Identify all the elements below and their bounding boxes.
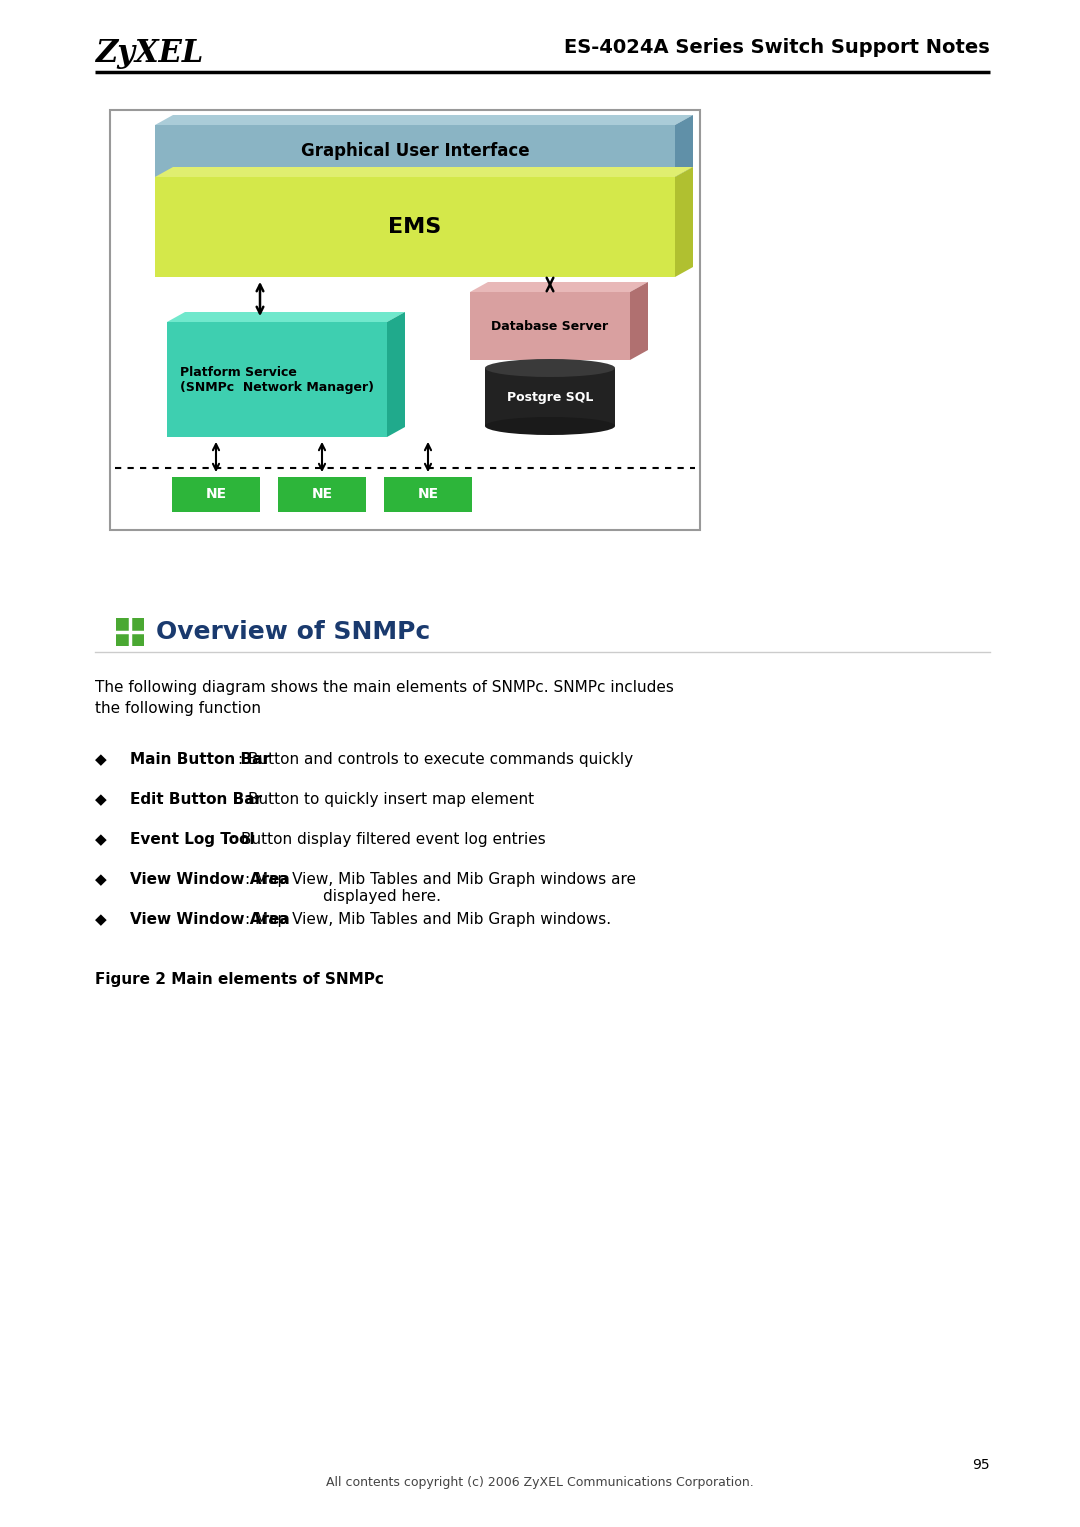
Text: View Window Area: View Window Area (130, 912, 289, 927)
Polygon shape (156, 115, 693, 125)
Text: Platform Service
(SNMPc  Network Manager): Platform Service (SNMPc Network Manager) (180, 365, 374, 394)
Polygon shape (470, 282, 648, 292)
Text: ◆: ◆ (95, 912, 107, 927)
Text: ◆: ◆ (95, 872, 107, 887)
Text: Figure 2 Main elements of SNMPc: Figure 2 Main elements of SNMPc (95, 973, 383, 986)
Text: NE: NE (311, 487, 333, 501)
Text: NE: NE (205, 487, 227, 501)
Text: : Map View, Mib Tables and Mib Graph windows.: : Map View, Mib Tables and Mib Graph win… (245, 912, 611, 927)
Bar (156, 125, 675, 177)
Text: ◆: ◆ (95, 793, 107, 806)
Polygon shape (156, 166, 693, 177)
Bar (167, 322, 387, 437)
Polygon shape (167, 312, 405, 322)
Bar (110, 110, 700, 530)
Text: View Window Area: View Window Area (130, 872, 289, 887)
Polygon shape (675, 166, 693, 276)
Bar (156, 177, 675, 276)
Text: 95: 95 (972, 1458, 990, 1472)
Polygon shape (630, 282, 648, 360)
Text: The following diagram shows the main elements of SNMPc. SNMPc includes
the follo: The following diagram shows the main ele… (95, 680, 674, 716)
Text: : Map View, Mib Tables and Mib Graph windows are
                displayed here.: : Map View, Mib Tables and Mib Graph win… (245, 872, 636, 904)
Text: : Button and controls to execute commands quickly: : Button and controls to execute command… (238, 751, 633, 767)
Text: EMS: EMS (389, 217, 442, 237)
Bar (116, 618, 144, 646)
Text: : Button display filtered event log entries: : Button display filtered event log entr… (231, 832, 545, 847)
Ellipse shape (485, 359, 615, 377)
Text: Postgre SQL: Postgre SQL (507, 391, 593, 403)
Text: Database Server: Database Server (491, 319, 608, 333)
Text: Main Button Bar: Main Button Bar (130, 751, 270, 767)
Text: NE: NE (418, 487, 438, 501)
Bar (470, 292, 630, 360)
Polygon shape (387, 312, 405, 437)
Text: : Button to quickly insert map element: : Button to quickly insert map element (238, 793, 535, 806)
Text: All contents copyright (c) 2006 ZyXEL Communications Corporation.: All contents copyright (c) 2006 ZyXEL Co… (326, 1477, 754, 1489)
Text: Edit Button Bar: Edit Button Bar (130, 793, 262, 806)
Bar (485, 368, 615, 426)
Text: Overview of SNMPc: Overview of SNMPc (156, 620, 430, 644)
Bar (278, 476, 366, 512)
Text: Graphical User Interface: Graphical User Interface (300, 142, 529, 160)
Bar (172, 476, 260, 512)
Bar (384, 476, 472, 512)
Polygon shape (675, 115, 693, 177)
Text: ◆: ◆ (95, 832, 107, 847)
Text: ZyXEL: ZyXEL (95, 38, 203, 69)
Ellipse shape (485, 417, 615, 435)
Text: ES-4024A Series Switch Support Notes: ES-4024A Series Switch Support Notes (564, 38, 990, 56)
Text: Event Log Tool: Event Log Tool (130, 832, 255, 847)
Text: ◆: ◆ (95, 751, 107, 767)
